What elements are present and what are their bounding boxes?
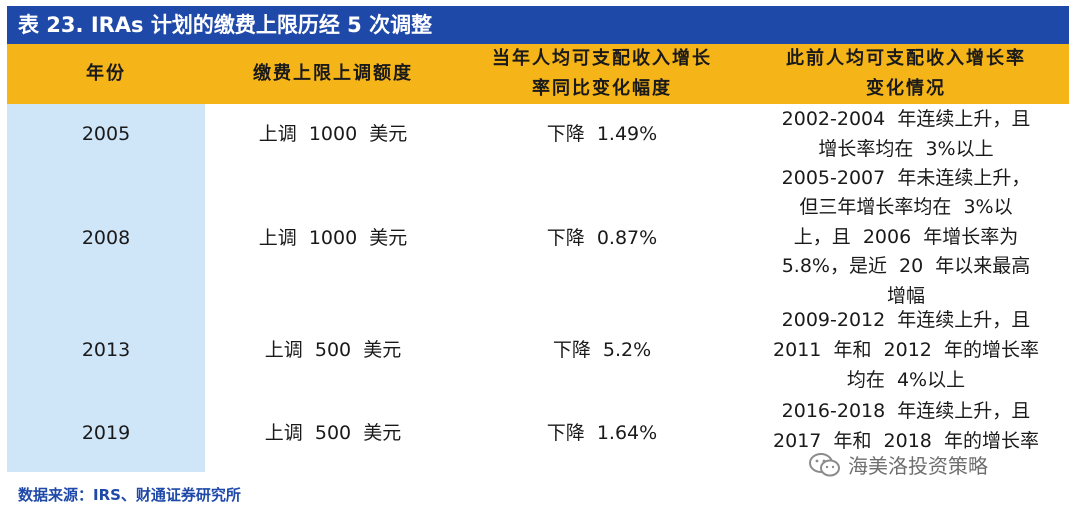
- cell-year: 2008: [81, 226, 131, 249]
- cell-prior-change: 2016-2018 年连续上升，且 2017 年和 2018 年的增长率: [773, 400, 1039, 452]
- wechat-icon: [809, 452, 840, 476]
- table-header: 年份 缴费上限上调额度 当年人均可支配收入增长 率同比变化幅度 此前人均可支配收…: [7, 44, 1069, 104]
- cell-adjustment: 上调 1000 美元: [258, 226, 408, 249]
- cell-prior-change: 2009-2012 年连续上升，且 2011 年和 2012 年的增长率 均在 …: [773, 309, 1039, 391]
- watermark: 海美洛投资策略: [808, 450, 988, 479]
- watermark-text: 海美洛投资策略: [848, 454, 988, 478]
- source-note: 数据来源：IRS、财通证券研究所: [18, 486, 241, 504]
- header-current-change: 当年人均可支配收入增长 率同比变化幅度: [492, 48, 712, 99]
- cell-year: 2013: [81, 339, 131, 361]
- cell-year: 2019: [81, 422, 131, 444]
- cell-current-change: 下降 0.87%: [546, 226, 658, 249]
- cell-adjustment: 上调 500 美元: [264, 339, 402, 361]
- header-year: 年份: [86, 63, 126, 84]
- cell-current-change: 下降 5.2%: [552, 339, 652, 361]
- cell-prior-change: 2002-2004 年连续上升，且 增长率均在 3%以上: [781, 108, 1031, 160]
- table-title: 表 23. IRAs 计划的缴费上限历经 5 次调整: [7, 6, 1069, 44]
- year-column-background: [7, 104, 205, 472]
- data-table: 年份 缴费上限上调额度 当年人均可支配收入增长 率同比变化幅度 此前人均可支配收…: [7, 44, 1069, 472]
- header-adjustment: 缴费上限上调额度: [253, 63, 413, 84]
- header-prior-change: 此前人均可支配收入增长率 变化情况: [786, 48, 1026, 99]
- cell-current-change: 下降 1.49%: [546, 123, 658, 145]
- cell-adjustment: 上调 500 美元: [264, 422, 402, 444]
- cell-adjustment: 上调 1000 美元: [258, 123, 408, 145]
- cell-prior-change: 2005-2007 年未连续上升， 但三年增长率均在 3%以 上，且 2006 …: [781, 166, 1031, 307]
- cell-year: 2005: [81, 123, 131, 145]
- cell-current-change: 下降 1.64%: [546, 422, 658, 444]
